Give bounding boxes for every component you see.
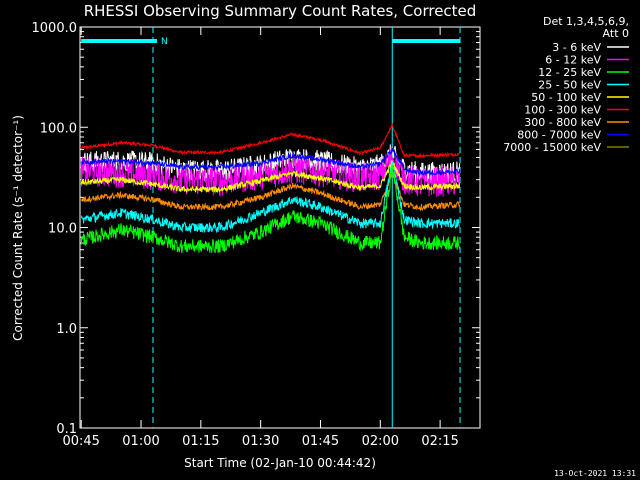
footer-timestamp: 13-Oct-2021 13:31 [554,469,636,478]
plot-area: 0.1 1.0 10.0 100.0 1000.0 00:45 01:00 01:15 01:3… [32,21,481,449]
x-tick-label: 01:15 [182,434,219,449]
x-tick-label: 02:00 [362,434,399,449]
series-line-6-12-kev [80,146,461,198]
x-tick-label: 01:00 [122,434,159,449]
legend-label: 12 - 25 keV [538,66,601,79]
series-line-12-25-kev [80,164,461,254]
x-tick-label: 01:30 [242,434,279,449]
x-tick-label: 00:45 [62,434,99,449]
legend-label: 6 - 12 keV [545,54,601,67]
legend-label: 3 - 6 keV [552,41,601,54]
chart-title: RHESSI Observing Summary Count Rates, Co… [84,2,477,20]
x-tick-label: 02:15 [421,434,458,449]
legend-label: 7000 - 15000 keV [503,141,601,154]
legend-label: 50 - 100 keV [531,91,601,104]
series-line-3-6-kev [80,144,461,184]
legend-header: Det 1,3,4,5,6,9, [543,15,629,28]
legend-header: Att 0 [603,27,629,40]
night-flag-label: N [161,37,168,47]
x-axis-label: Start Time (02-Jan-10 00:44:42) [184,456,376,470]
y-tick-label: 10.0 [48,222,77,237]
series-line-800-7000-kev [80,147,461,177]
y-tick-label: 100.0 [40,121,77,136]
series-line-25-50-kev [80,161,460,234]
y-tick-label: 0.1 [56,422,77,437]
x-tick-label: 01:45 [302,434,339,449]
series-line-300-800-kev [80,171,461,212]
series-line-50-100-kev [80,160,461,194]
y-tick-label: 1.0 [56,322,77,337]
legend-label: 25 - 50 keV [538,79,601,92]
legend-label: 300 - 800 keV [524,116,601,129]
legend-label: 100 - 300 keV [524,104,601,117]
series-line-100-300-kev [80,122,461,159]
legend-label: 800 - 7000 keV [517,129,601,142]
y-tick-label: 1000.0 [32,21,78,36]
y-axis-label: Corrected Count Rate (s⁻¹ detector⁻¹) [11,115,25,341]
